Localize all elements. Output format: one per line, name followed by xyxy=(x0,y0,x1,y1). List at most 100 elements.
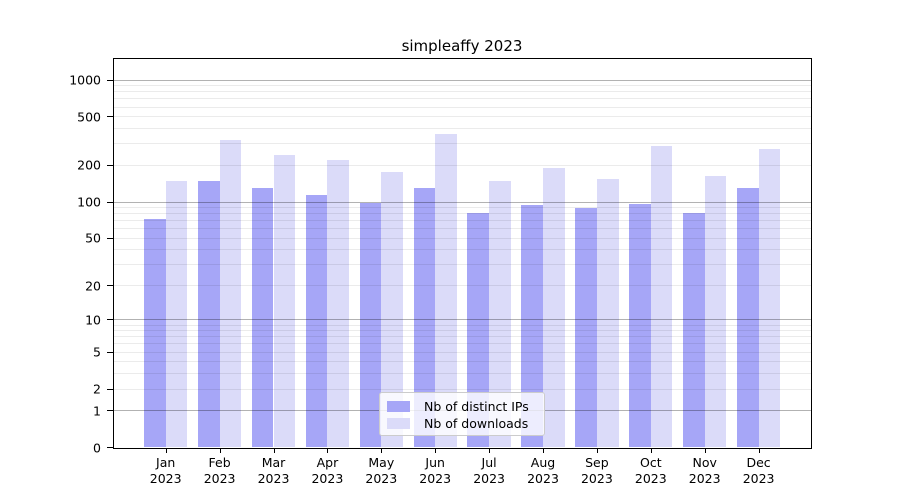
x-tick-mark xyxy=(650,448,652,453)
x-tick-year: 2023 xyxy=(311,470,344,486)
bar-downloads-feb xyxy=(219,139,242,447)
legend-swatch-downloads xyxy=(387,417,410,429)
x-tick-year: 2023 xyxy=(149,470,182,486)
y-tick-mark xyxy=(106,237,113,239)
gridline-minor xyxy=(113,373,811,375)
gridline-minor xyxy=(113,85,811,87)
x-tick-month: Mar xyxy=(261,455,286,470)
x-tick-month: Aug xyxy=(530,455,556,470)
x-tick-month: Sep xyxy=(585,455,609,470)
x-tick-mark xyxy=(543,448,544,453)
gridline-minor xyxy=(113,128,811,130)
x-tick-label: Aug 2023 xyxy=(513,455,573,486)
y-tick-label: 500 xyxy=(77,109,101,125)
y-tick-label: 2 xyxy=(93,381,101,397)
x-tick-month: Dec xyxy=(746,455,771,470)
gridline-major xyxy=(113,319,811,321)
x-tick-month: May xyxy=(368,455,395,470)
legend-label: Nb of distinct IPs xyxy=(424,398,529,414)
gridline-minor xyxy=(113,351,811,353)
x-tick-mark xyxy=(327,448,329,453)
bar-downloads-jan xyxy=(165,181,188,447)
bar-downloads-jun xyxy=(435,134,457,447)
gridline-minor xyxy=(113,106,811,108)
bar-downloads-jul xyxy=(489,181,511,447)
x-tick-mark xyxy=(704,448,706,453)
gridline-minor xyxy=(113,336,811,338)
y-tick-mark xyxy=(106,79,113,81)
x-tick-label: Jul 2023 xyxy=(459,455,519,486)
x-tick-mark xyxy=(435,448,437,453)
gridline-minor xyxy=(113,220,811,222)
y-tick-mark xyxy=(106,410,113,412)
x-tick-mark xyxy=(596,448,598,453)
x-tick-month: Jan xyxy=(156,455,176,470)
bar-distinct-ips-apr xyxy=(305,195,328,447)
y-tick-mark xyxy=(106,351,113,353)
legend-item-distinct-ips: Nb of distinct IPs xyxy=(387,398,537,414)
x-tick-label: Oct 2023 xyxy=(621,455,681,486)
x-tick-year: 2023 xyxy=(580,470,613,486)
bar-downloads-apr xyxy=(327,160,350,447)
x-tick-label: Dec 2023 xyxy=(729,455,789,486)
x-tick-label: Mar 2023 xyxy=(244,455,304,486)
x-tick-month: Feb xyxy=(208,455,231,470)
bar-distinct-ips-nov xyxy=(683,213,705,447)
x-tick-mark xyxy=(273,448,275,453)
bar-distinct-ips-oct xyxy=(629,204,651,447)
y-tick-mark xyxy=(106,164,113,166)
gridline-minor xyxy=(113,324,811,326)
gridline-minor xyxy=(113,213,811,215)
x-tick-label: Nov 2023 xyxy=(675,455,735,486)
y-tick-mark xyxy=(106,319,113,321)
y-tick-label: 0 xyxy=(93,440,101,455)
x-tick-year: 2023 xyxy=(634,470,667,486)
y-tick-mark xyxy=(106,388,113,390)
x-tick-year: 2023 xyxy=(742,470,775,486)
bar-distinct-ips-sep xyxy=(575,208,597,447)
gridline-minor xyxy=(113,143,811,145)
gridline-minor xyxy=(113,207,811,209)
x-tick-month: Jul xyxy=(481,455,497,470)
x-tick-mark xyxy=(758,448,760,453)
x-tick-year: 2023 xyxy=(365,470,398,486)
x-tick-year: 2023 xyxy=(527,470,559,486)
bar-downloads-mar xyxy=(273,155,296,447)
y-tick-label: 50 xyxy=(85,230,101,246)
gridline-major xyxy=(113,79,811,81)
gridline-minor xyxy=(113,361,811,363)
x-tick-label: May 2023 xyxy=(351,455,411,486)
gridline-minor xyxy=(113,116,811,118)
y-tick-label: 10 xyxy=(85,312,101,328)
x-tick-month: Apr xyxy=(316,455,339,470)
bar-distinct-ips-dec xyxy=(736,188,759,447)
y-tick-label: 1000 xyxy=(69,72,101,88)
x-tick-month: Oct xyxy=(639,455,662,470)
y-tick-label: 100 xyxy=(77,194,101,210)
bar-downloads-may xyxy=(381,171,403,447)
bar-downloads-sep xyxy=(596,179,619,447)
x-tick-year: 2023 xyxy=(473,470,505,486)
bar-distinct-ips-mar xyxy=(251,188,274,447)
gridline-minor xyxy=(113,330,811,332)
gridline-minor xyxy=(113,98,811,100)
legend: Nb of distinct IPs Nb of downloads xyxy=(379,392,545,436)
x-tick-mark xyxy=(219,448,221,453)
x-tick-mark xyxy=(165,448,167,453)
gridline-major xyxy=(113,201,811,203)
bar-distinct-ips-jan xyxy=(144,218,166,447)
bar-downloads-oct xyxy=(650,146,673,447)
y-tick-mark xyxy=(106,285,113,287)
legend-label: Nb of downloads xyxy=(424,415,529,431)
bar-distinct-ips-feb xyxy=(197,181,220,447)
y-tick-label: 5 xyxy=(93,344,101,360)
y-tick-label: 200 xyxy=(77,157,101,173)
bar-downloads-dec xyxy=(758,149,781,447)
x-tick-label: Feb 2023 xyxy=(190,455,250,486)
gridline-minor xyxy=(113,264,811,266)
x-tick-year: 2023 xyxy=(688,470,721,486)
gridline-minor xyxy=(113,343,811,345)
legend-swatch-distinct-ips xyxy=(387,400,410,412)
chart-title: simpleaffy 2023 xyxy=(401,37,523,55)
